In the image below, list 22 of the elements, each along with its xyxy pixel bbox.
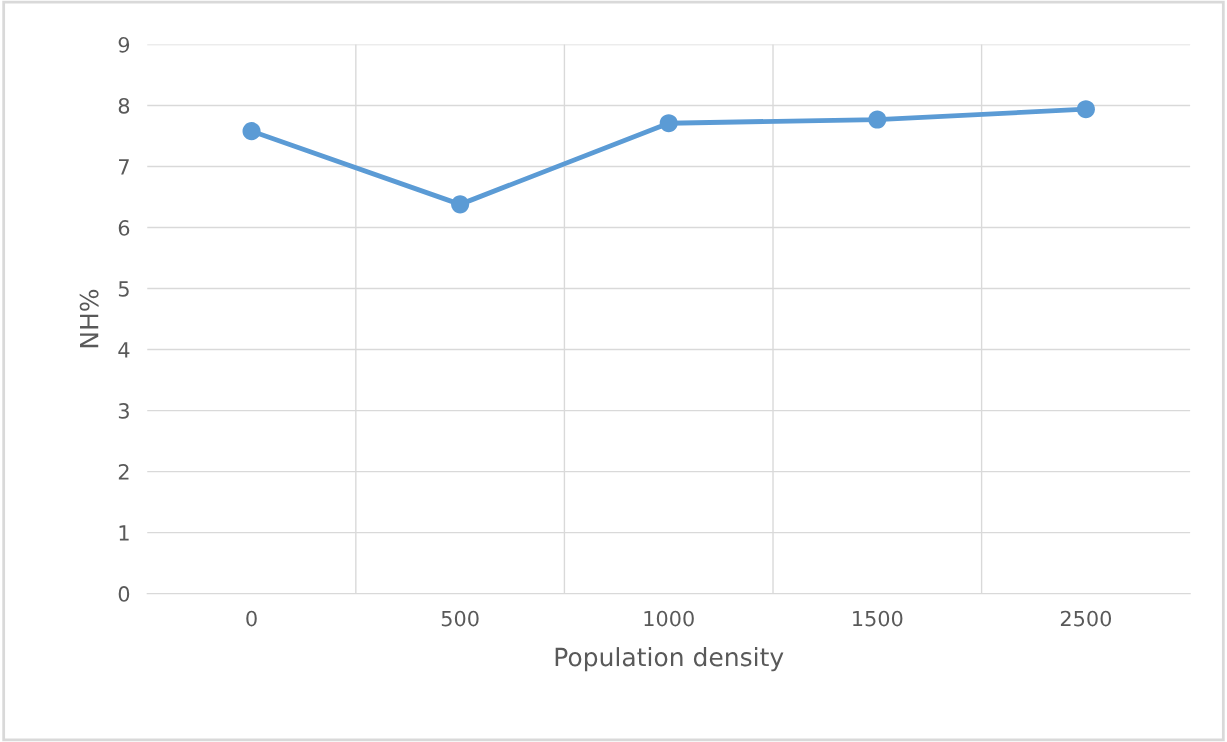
point — [1076, 100, 1095, 119]
y-tick-label: 6 — [118, 220, 130, 236]
y-tick-label: 2 — [118, 464, 129, 480]
y-tick-label: 8 — [118, 97, 130, 114]
y-tick-label: 0 — [118, 586, 130, 602]
y-tick-label: 5 — [118, 281, 129, 297]
point — [868, 110, 887, 129]
point — [451, 195, 470, 214]
point — [659, 114, 678, 133]
x-tick-label: 1500 — [853, 610, 903, 627]
y-axis-title: NH% — [79, 289, 99, 348]
point — [242, 122, 261, 141]
x-tick-label: 2500 — [1060, 610, 1112, 627]
y-tick-label: 4 — [118, 342, 130, 358]
y-tick-label: 7 — [119, 159, 129, 175]
y-tick-label: 3 — [118, 403, 129, 419]
y-tick-label: 1 — [119, 525, 129, 541]
y-tick-label: 9 — [118, 36, 130, 53]
x-tick-label: 1000 — [644, 610, 694, 627]
x-tick-label: 0 — [246, 610, 257, 627]
x-axis-title: Population density — [555, 647, 784, 672]
x-tick-label: 500 — [441, 610, 479, 627]
